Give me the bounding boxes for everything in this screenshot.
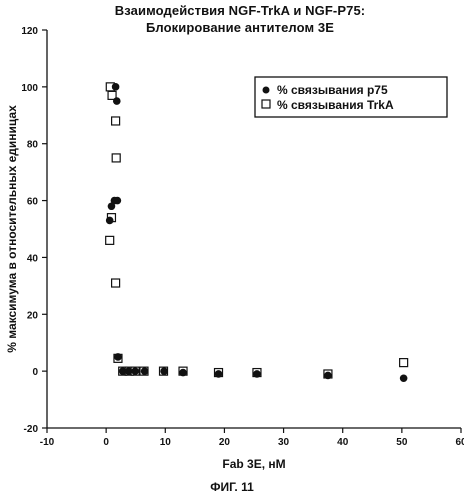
p75-point <box>400 374 408 382</box>
x-tick-label: 10 <box>160 437 172 448</box>
y-tick-label: 120 <box>21 26 38 37</box>
p75-point <box>179 369 187 377</box>
x-tick-label: -10 <box>40 437 55 448</box>
p75-point <box>114 353 122 361</box>
x-tick-label: 50 <box>396 437 408 448</box>
trka-point <box>112 279 120 287</box>
figure-caption: ФИГ. 11 <box>0 480 464 494</box>
p75-point <box>131 367 139 375</box>
trka-point <box>400 359 408 367</box>
trka-point <box>106 236 114 244</box>
x-tick-label: 60 <box>455 437 464 448</box>
x-tick-label: 40 <box>337 437 349 448</box>
p75-point <box>108 202 116 210</box>
p75-point <box>112 83 120 91</box>
y-tick-label: -20 <box>24 424 39 435</box>
p75-point <box>253 370 261 378</box>
x-tick-label: 0 <box>103 437 109 448</box>
p75-point <box>141 367 149 375</box>
legend-p75-label: % связывания p75 <box>277 83 388 97</box>
legend-p75-marker <box>263 87 270 94</box>
x-axis-label: Fab 3E, нМ <box>222 457 285 471</box>
x-tick-label: 30 <box>278 437 290 448</box>
legend-trka-marker <box>262 100 270 108</box>
y-tick-label: 20 <box>27 310 39 321</box>
x-tick-label: 20 <box>219 437 231 448</box>
p75-point <box>160 367 168 375</box>
p75-point <box>324 372 332 380</box>
trka-point <box>112 117 120 125</box>
legend-trka-label: % связывания TrkA <box>277 98 394 112</box>
p75-point <box>125 367 133 375</box>
y-axis-label: % максимума в относительных единицах <box>5 105 19 353</box>
y-tick-label: 80 <box>27 140 39 151</box>
p75-point <box>113 97 121 105</box>
y-tick-label: 0 <box>32 367 38 378</box>
p75-point <box>215 370 223 378</box>
y-tick-label: 40 <box>27 253 39 264</box>
p75-point <box>106 217 114 225</box>
y-tick-label: 100 <box>21 83 38 94</box>
y-tick-label: 60 <box>27 197 39 208</box>
trka-point <box>112 154 120 162</box>
